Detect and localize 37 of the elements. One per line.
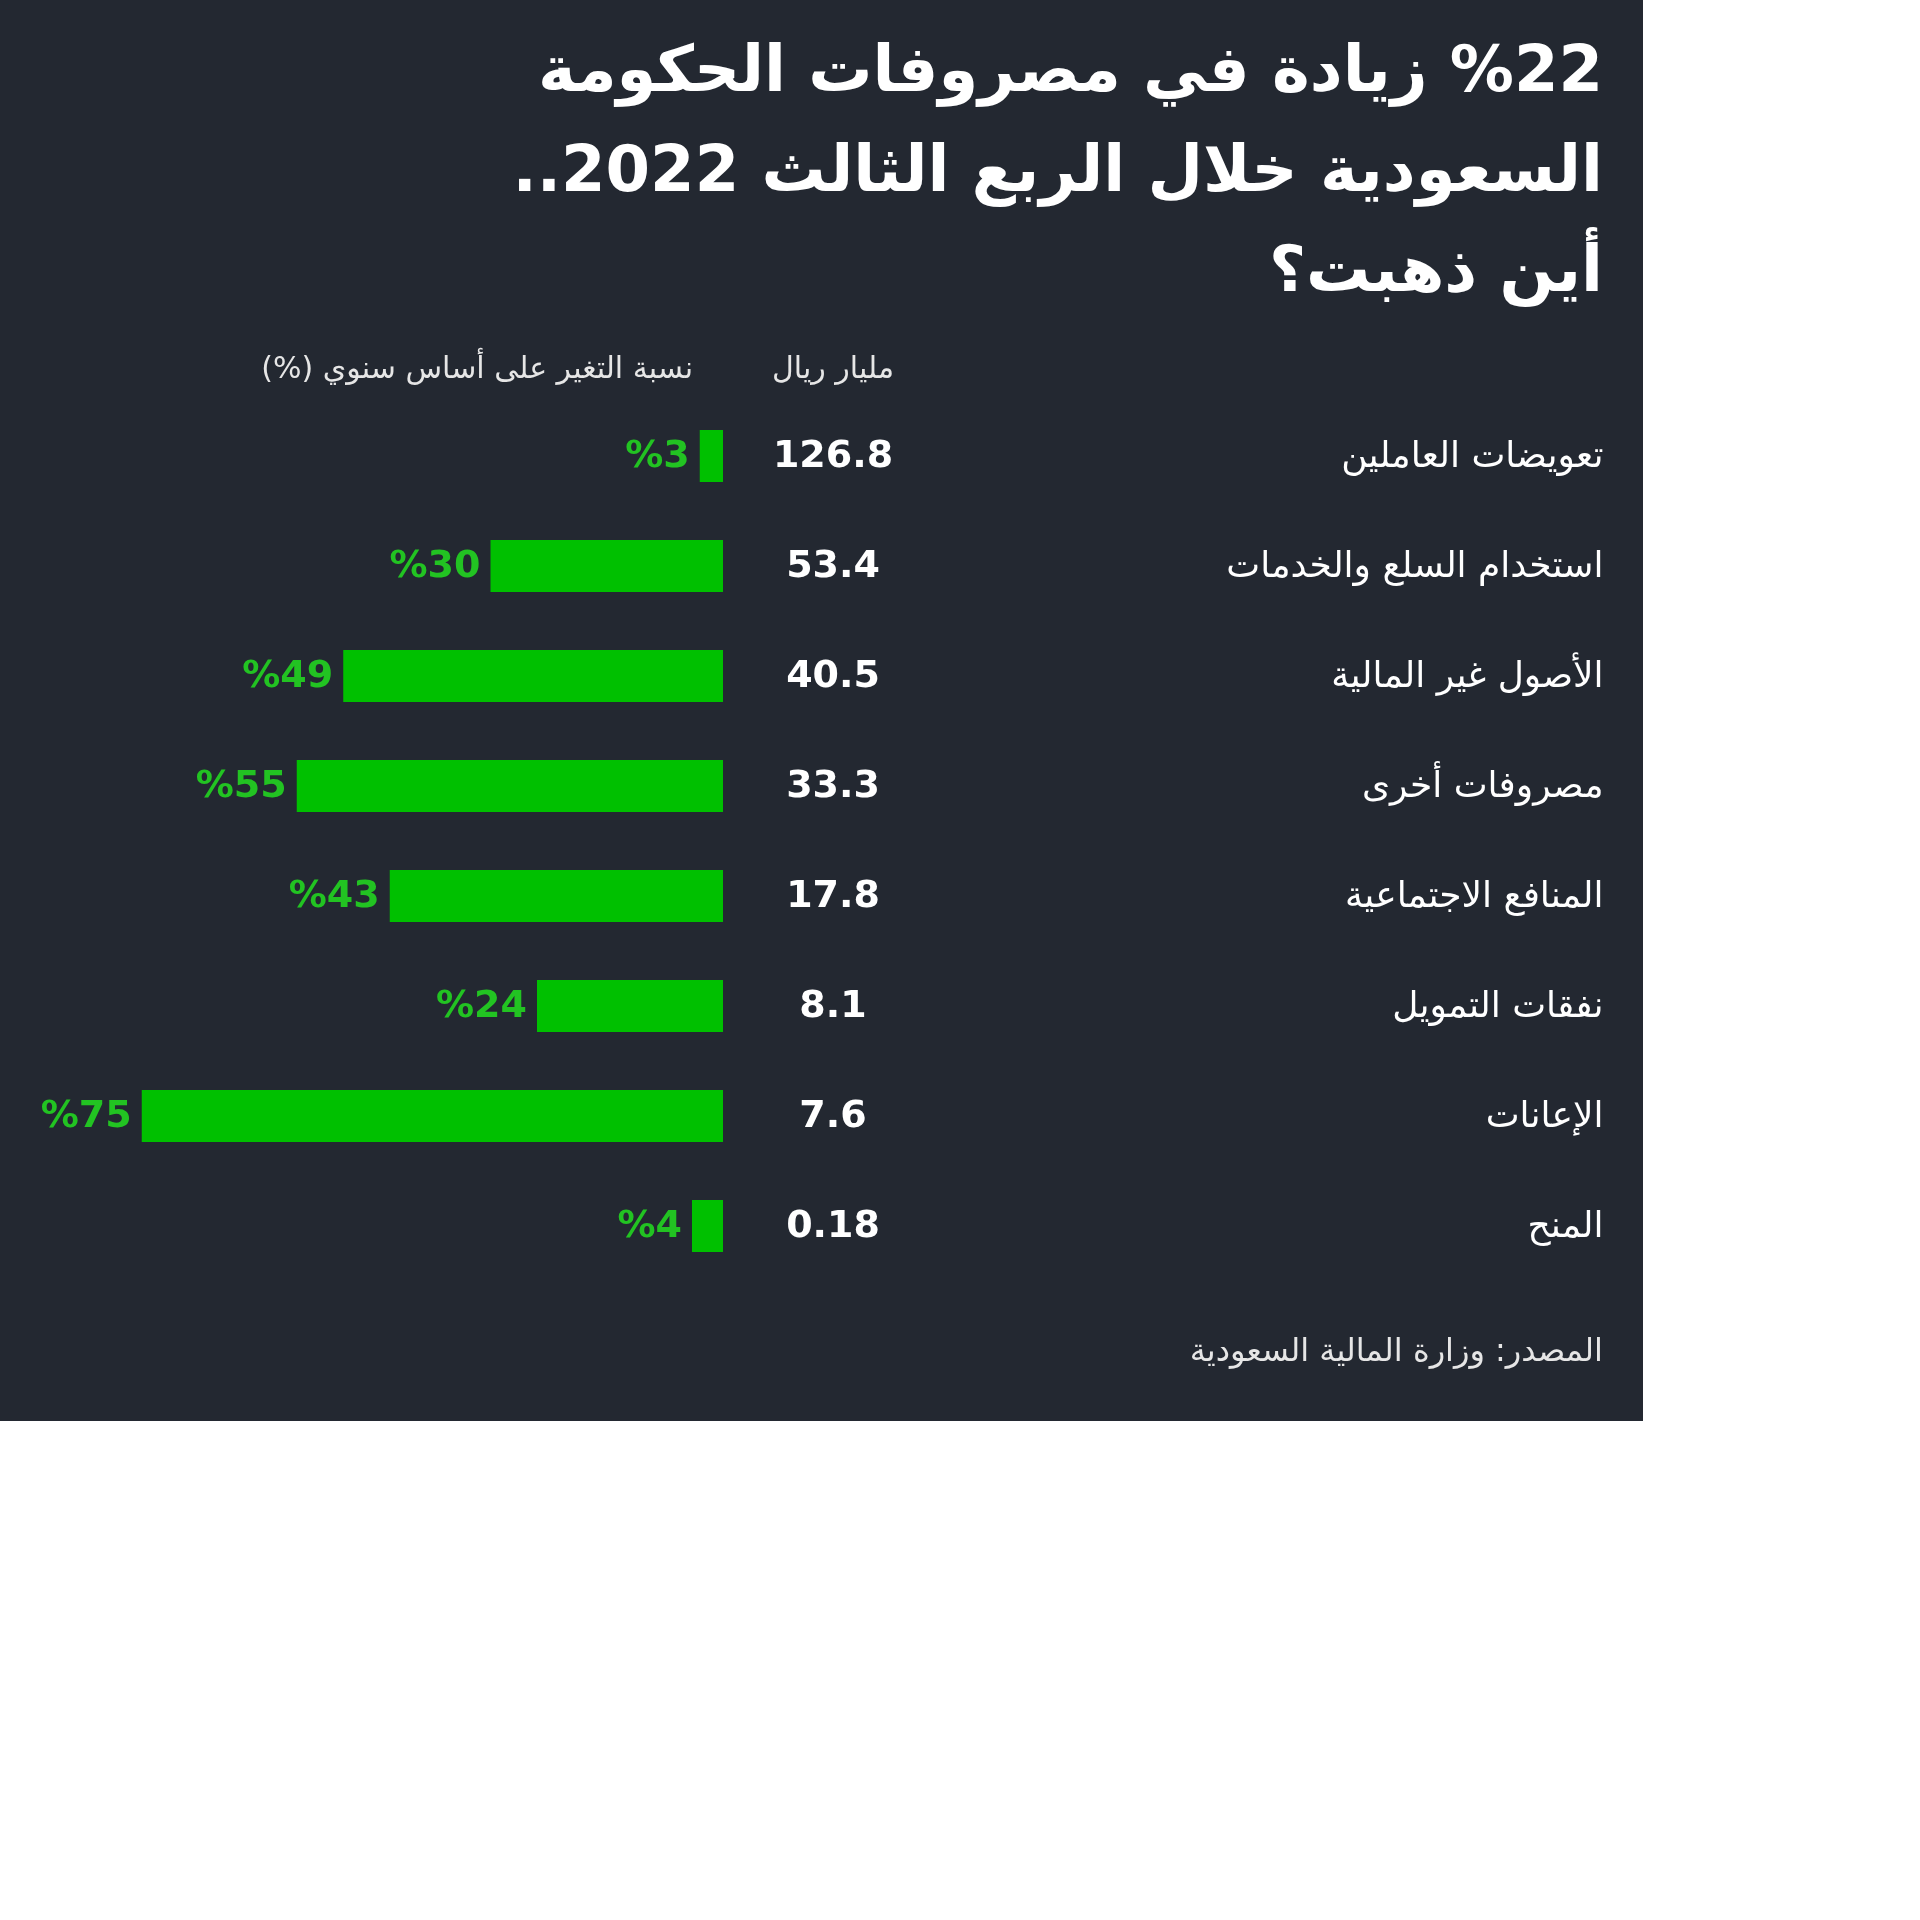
bar bbox=[490, 540, 723, 592]
data-label: 17.8 bbox=[786, 872, 880, 916]
bar bbox=[141, 1090, 723, 1142]
text: المصدر: وزارة المالية السعودية bbox=[1189, 1331, 1603, 1369]
x-axis-title: نسبة التغير على أساس سنوي (%) bbox=[261, 347, 693, 385]
data-label: 0.18 bbox=[786, 1202, 880, 1246]
y-tick-label: مصروفات أخرى bbox=[1361, 761, 1604, 806]
data-label: 7.6 bbox=[799, 1092, 867, 1136]
bar bbox=[692, 1200, 723, 1252]
y-tick-label: الأصول غير المالية bbox=[1331, 652, 1604, 696]
data-label: %4 bbox=[617, 1202, 682, 1246]
bar bbox=[699, 430, 723, 482]
data-label: 40.5 bbox=[786, 652, 880, 696]
data-label: 33.3 bbox=[786, 762, 880, 806]
bar bbox=[296, 760, 723, 812]
data-label: %24 bbox=[436, 982, 527, 1026]
data-label: 53.4 bbox=[786, 542, 880, 586]
y-tick-label: الإعانات bbox=[1485, 1094, 1604, 1136]
data-label: 8.1 bbox=[799, 982, 867, 1026]
y-tick-label: المنح bbox=[1527, 1204, 1604, 1246]
bar bbox=[389, 870, 723, 922]
y-tick-label: استخدام السلع والخدمات bbox=[1226, 544, 1604, 586]
data-label: %75 bbox=[40, 1092, 132, 1136]
text: %22 زيادة في مصروفات الحكومة bbox=[538, 32, 1603, 106]
bar bbox=[537, 980, 723, 1032]
y-tick-label: تعويضات العاملين bbox=[1341, 434, 1604, 476]
text: مليار ريال bbox=[772, 350, 894, 385]
data-label: 126.8 bbox=[772, 432, 894, 476]
bar bbox=[343, 650, 723, 702]
text: السعودية خلال الربع الثالث 2022.. bbox=[512, 132, 1603, 206]
y-tick-label: نفقات التمويل bbox=[1392, 984, 1604, 1026]
data-label: %30 bbox=[389, 542, 481, 586]
data-label: %49 bbox=[242, 652, 334, 696]
data-label: %43 bbox=[288, 872, 380, 916]
data-label: %55 bbox=[195, 762, 287, 806]
data-label: %3 bbox=[625, 432, 690, 476]
y-tick-label: المنافع الاجتماعية bbox=[1344, 874, 1604, 916]
